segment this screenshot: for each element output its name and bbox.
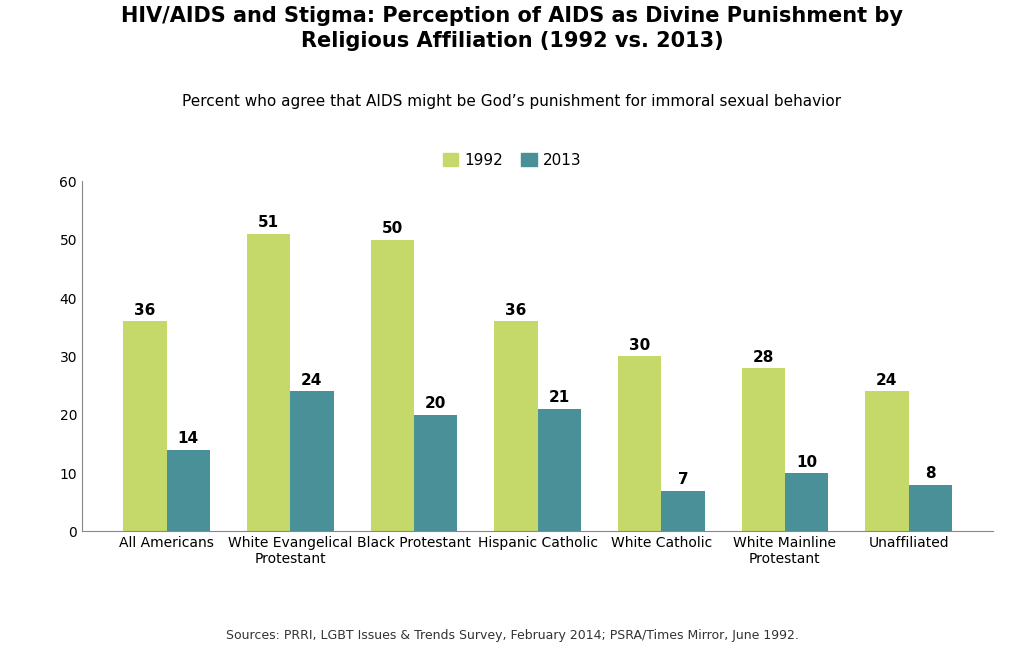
Bar bbox=[290, 391, 334, 531]
Bar bbox=[371, 240, 414, 531]
Text: 8: 8 bbox=[925, 466, 936, 481]
Bar bbox=[785, 473, 828, 531]
Bar bbox=[247, 234, 290, 531]
Bar bbox=[908, 485, 952, 531]
Text: 14: 14 bbox=[178, 431, 199, 446]
Text: 21: 21 bbox=[549, 390, 570, 406]
Text: 36: 36 bbox=[134, 303, 156, 318]
Bar bbox=[495, 321, 538, 531]
Text: HIV/AIDS and Stigma: Perception of AIDS as Divine Punishment by
Religious Affili: HIV/AIDS and Stigma: Perception of AIDS … bbox=[121, 6, 903, 51]
Legend: 1992, 2013: 1992, 2013 bbox=[436, 147, 588, 174]
Text: Sources: PRRI, LGBT Issues & Trends Survey, February 2014; PSRA/Times Mirror, Ju: Sources: PRRI, LGBT Issues & Trends Surv… bbox=[225, 629, 799, 642]
Bar bbox=[865, 391, 908, 531]
Text: 51: 51 bbox=[258, 215, 280, 231]
Text: 24: 24 bbox=[301, 373, 323, 388]
Bar bbox=[167, 450, 210, 531]
Text: 20: 20 bbox=[425, 396, 446, 411]
Text: 24: 24 bbox=[877, 373, 898, 388]
Bar bbox=[741, 368, 785, 531]
Text: 30: 30 bbox=[629, 338, 650, 353]
Text: 10: 10 bbox=[796, 454, 817, 470]
Text: 28: 28 bbox=[753, 349, 774, 365]
Text: 7: 7 bbox=[678, 472, 688, 487]
Text: 50: 50 bbox=[382, 221, 402, 237]
Bar bbox=[538, 409, 581, 531]
Text: Percent who agree that AIDS might be God’s punishment for immoral sexual behavio: Percent who agree that AIDS might be God… bbox=[182, 94, 842, 109]
Bar bbox=[414, 415, 458, 531]
Bar bbox=[123, 321, 167, 531]
Text: 36: 36 bbox=[505, 303, 526, 318]
Bar bbox=[617, 356, 662, 531]
Bar bbox=[662, 491, 705, 531]
